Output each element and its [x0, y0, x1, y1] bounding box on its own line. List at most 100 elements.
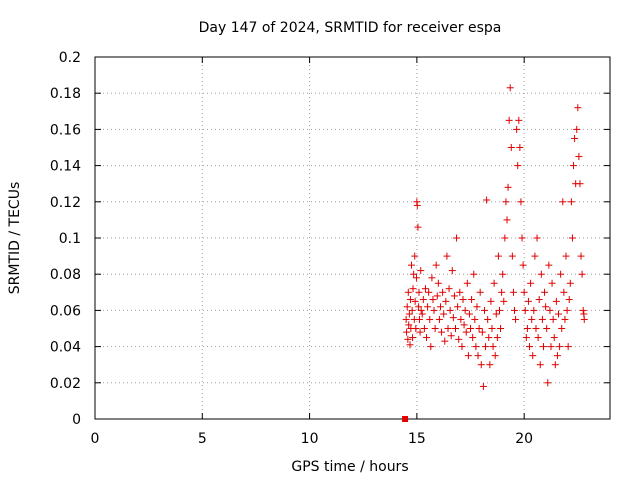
data-point	[480, 306, 488, 314]
data-point	[543, 325, 551, 332]
data-point	[456, 288, 464, 296]
data-point	[485, 334, 493, 342]
data-point	[536, 361, 544, 369]
data-point	[497, 325, 505, 332]
data-point	[441, 337, 449, 345]
data-point	[442, 297, 450, 305]
x-tick-label: 20	[515, 431, 533, 447]
data-point	[512, 315, 520, 323]
data-point	[507, 144, 515, 151]
data-point	[450, 292, 458, 300]
data-point	[443, 252, 451, 260]
data-point	[571, 134, 579, 142]
data-point	[417, 306, 425, 314]
data-point	[444, 325, 452, 332]
data-point	[440, 310, 448, 318]
data-point	[562, 252, 570, 260]
data-point	[455, 335, 463, 343]
data-point	[501, 234, 509, 242]
data-point	[511, 306, 519, 314]
data-point	[470, 270, 478, 278]
data-point	[522, 334, 530, 342]
data-point	[403, 328, 411, 336]
chart-title: Day 147 of 2024, SRMTID for receiver esp…	[199, 20, 502, 36]
square-data-point	[402, 416, 409, 422]
data-point	[457, 315, 465, 323]
data-point	[548, 279, 556, 287]
data-point	[555, 310, 562, 318]
data-point	[465, 310, 473, 318]
data-point	[568, 234, 576, 242]
data-point	[519, 261, 527, 269]
data-point	[489, 343, 497, 351]
x-tick-labels: 0 5 10 15 20	[91, 431, 534, 447]
data-point	[429, 296, 437, 304]
data-point	[516, 144, 524, 151]
data-point	[463, 279, 471, 287]
data-point	[410, 270, 418, 278]
y-tick-label: 0.14	[50, 159, 81, 175]
data-point	[491, 352, 499, 360]
data-point	[408, 261, 416, 269]
data-point	[515, 116, 523, 124]
data-point	[574, 104, 582, 112]
data-point	[404, 335, 412, 343]
data-point	[546, 306, 554, 314]
data-point	[580, 315, 588, 323]
data-point	[566, 279, 574, 287]
data-point	[487, 297, 495, 305]
data-point	[406, 296, 414, 304]
data-point	[415, 288, 423, 296]
data-point	[526, 343, 534, 351]
data-point	[419, 296, 427, 304]
data-point	[416, 328, 424, 336]
data-point	[478, 328, 486, 336]
data-point	[484, 315, 492, 323]
data-point	[472, 343, 480, 351]
data-point	[532, 325, 540, 332]
data-point	[560, 288, 568, 296]
data-point	[411, 252, 419, 260]
data-point	[579, 306, 587, 314]
data-point	[533, 234, 541, 242]
data-point	[408, 306, 416, 314]
data-point	[434, 279, 442, 287]
data-point	[436, 303, 444, 311]
data-point	[513, 125, 521, 133]
data-point	[538, 315, 546, 323]
data-point	[462, 328, 470, 336]
data-point	[461, 306, 469, 314]
data-point	[445, 285, 453, 293]
data-point	[563, 306, 571, 314]
data-point	[508, 252, 516, 260]
y-tick-label: 0	[72, 412, 81, 428]
data-point	[561, 315, 569, 323]
data-point	[464, 352, 472, 360]
data-point	[521, 306, 529, 314]
y-tick-label: 0.08	[50, 267, 81, 283]
data-point	[406, 341, 414, 349]
data-point	[405, 310, 413, 318]
data-point	[420, 325, 428, 332]
data-point	[469, 334, 477, 342]
data-point	[509, 288, 517, 296]
y-tick-label: 0.16	[50, 122, 81, 138]
data-point	[577, 252, 585, 260]
data-point	[498, 288, 506, 296]
data-point	[414, 223, 422, 231]
data-point	[535, 296, 543, 304]
data-point	[490, 279, 498, 287]
data-point	[452, 325, 459, 332]
data-point	[514, 162, 522, 170]
data-point	[476, 288, 484, 296]
data-point	[412, 274, 420, 282]
data-point	[454, 303, 462, 311]
data-point	[413, 201, 421, 209]
data-point	[473, 303, 481, 311]
data-point	[549, 315, 557, 323]
data-point	[557, 270, 565, 278]
grid-lines	[95, 57, 610, 419]
data-point	[558, 325, 566, 332]
y-tick-label: 0.02	[50, 376, 81, 392]
